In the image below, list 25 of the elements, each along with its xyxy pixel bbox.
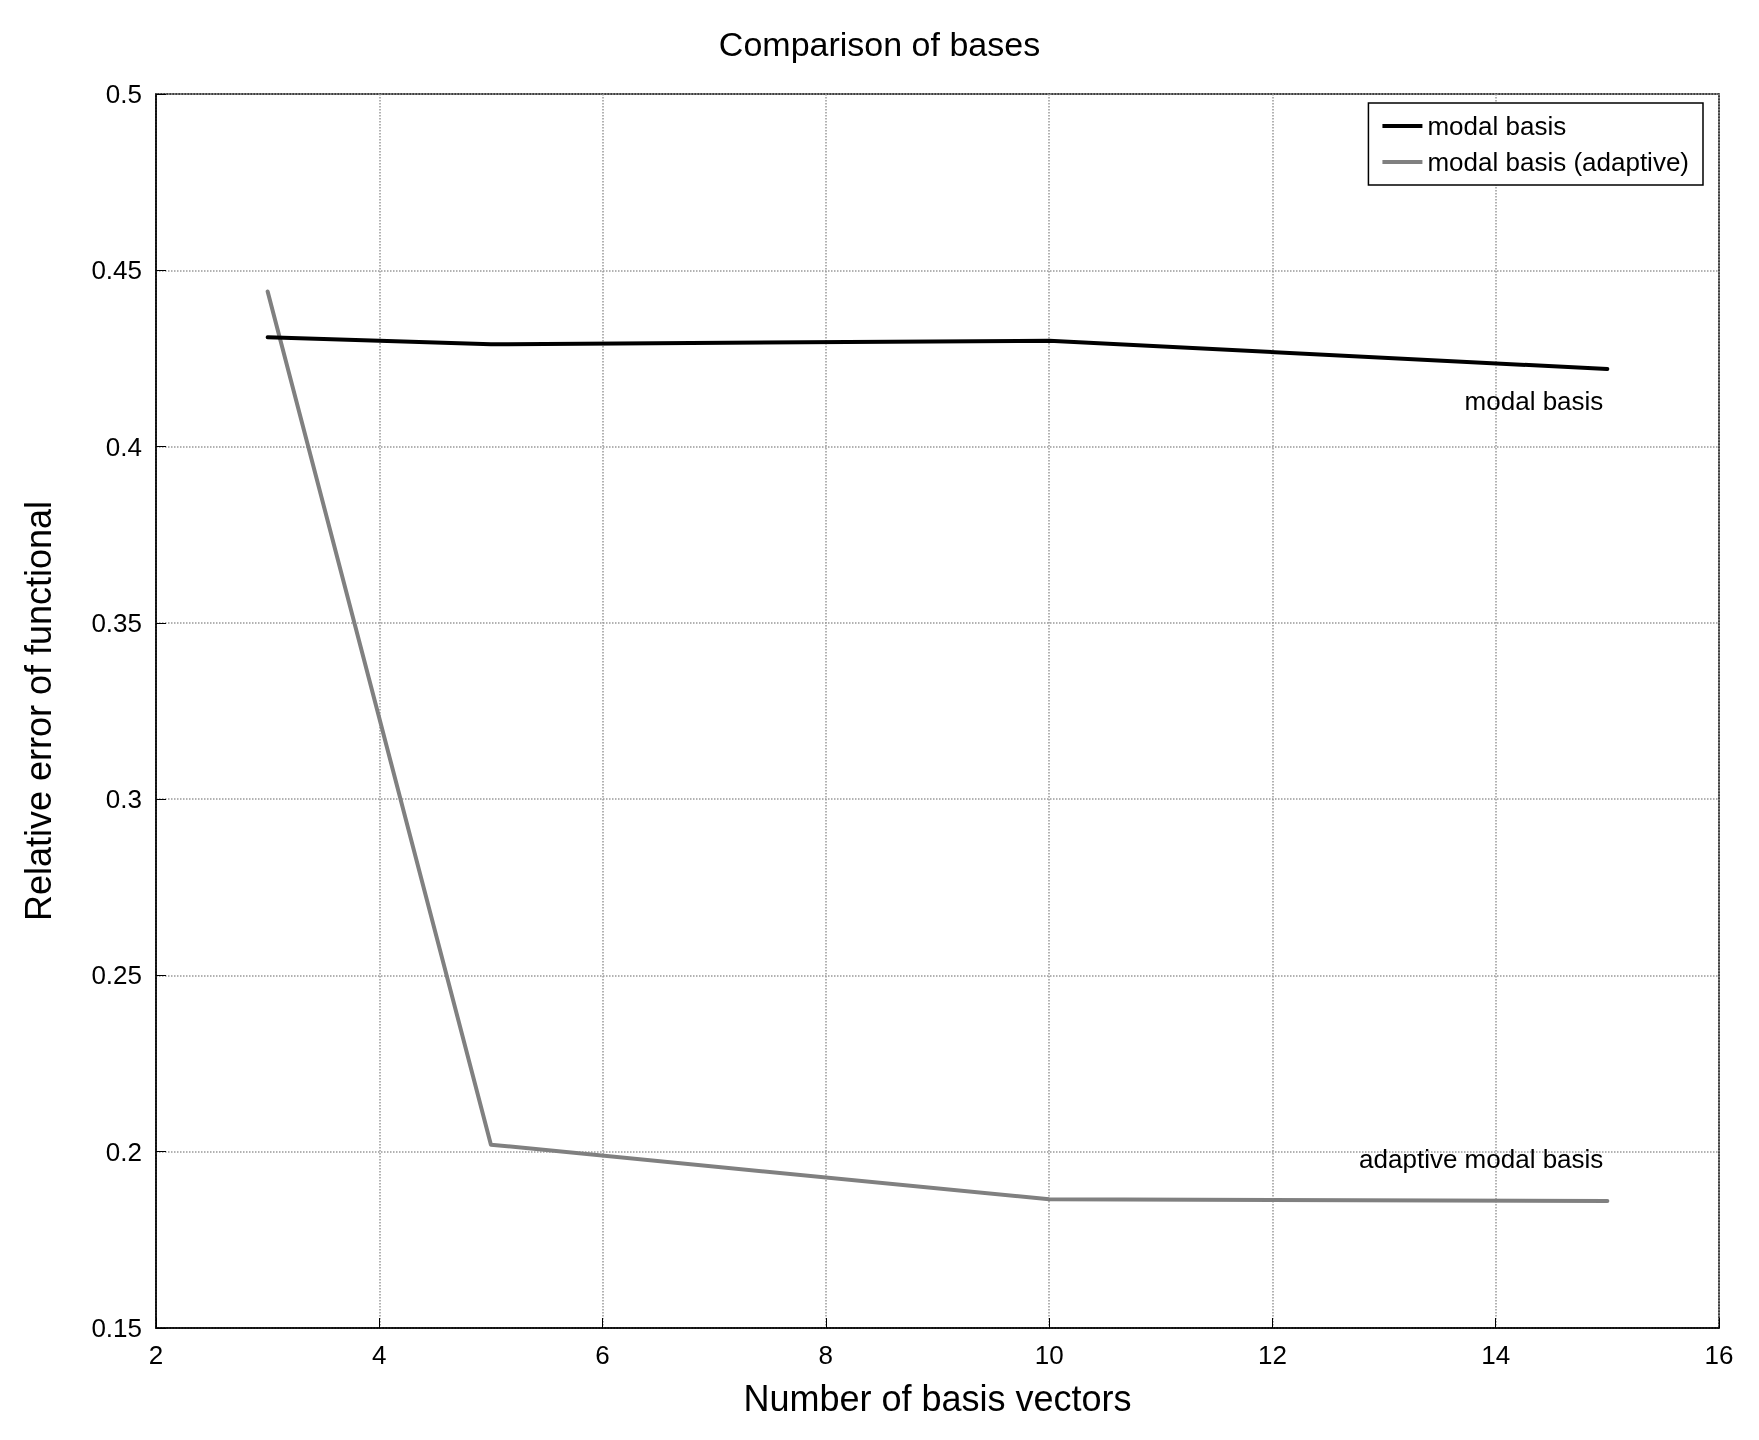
annotation: adaptive modal basis (1359, 1144, 1604, 1175)
y-tick-label: 0.2 (105, 1136, 142, 1167)
y-tick-label: 0.45 (91, 255, 142, 286)
y-tick-label: 0.35 (91, 607, 142, 638)
y-tick-label: 0.4 (105, 431, 142, 462)
y-tick-label: 0.15 (91, 1313, 142, 1343)
y-axis-title: Relative error of functional (17, 500, 59, 922)
legend-label: modal basis (adaptive) (1427, 147, 1689, 177)
y-tick-label: 0.25 (91, 960, 142, 991)
x-tick-label: 6 (595, 1340, 610, 1370)
x-tick-label: 12 (1257, 1340, 1287, 1370)
x-tick-label: 10 (1034, 1340, 1064, 1370)
legend-label: modal basis (1427, 111, 1567, 141)
y-tick-label: 0.3 (105, 784, 142, 815)
x-tick-label: 2 (148, 1340, 164, 1370)
line-series (265, 335, 1610, 372)
x-tick-label: 16 (1704, 1340, 1734, 1370)
x-axis-title: Number of basis vectors (743, 1377, 1132, 1419)
x-tick-label: 8 (818, 1340, 834, 1370)
y-tick-label: 0.5 (105, 79, 142, 109)
annotation: modal basis (1464, 386, 1604, 417)
chart-title: Comparison of bases (718, 25, 1041, 63)
x-tick-label: 14 (1481, 1340, 1511, 1370)
line-series (265, 289, 1610, 1204)
x-tick-label: 4 (372, 1340, 387, 1370)
